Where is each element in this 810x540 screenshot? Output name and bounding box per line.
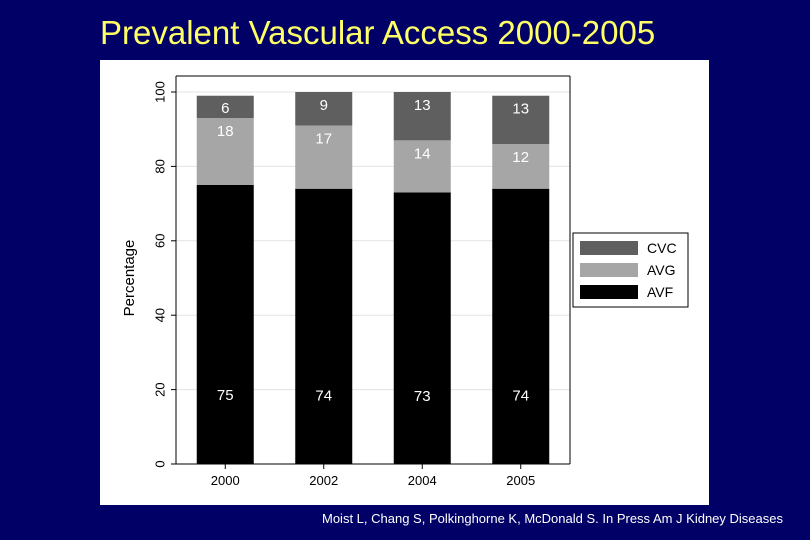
data-label: 74: [315, 387, 332, 404]
y-tick-label: 20: [152, 382, 167, 396]
data-label: 6: [221, 100, 229, 117]
x-tick-label: 2005: [506, 473, 535, 488]
legend-swatch-avf: [580, 285, 638, 299]
data-label: 17: [315, 130, 332, 147]
legend-label-cvc: CVC: [647, 240, 677, 256]
legend-swatch-cvc: [580, 241, 638, 255]
bar-avf-2002: [295, 188, 353, 464]
y-tick-label: 80: [152, 159, 167, 173]
legend-label-avg: AVG: [647, 262, 676, 278]
x-tick-label: 2002: [309, 473, 338, 488]
bar-avf-2005: [492, 188, 550, 464]
stacked-bar-chart: 75 18 6 74 17 9 73 14 13 74 12 13 2000 2002 2004 2005 0…: [121, 75, 689, 488]
bar-avg-2004: [393, 140, 451, 193]
legend: CVC AVG AVF: [572, 232, 689, 308]
axes: 2000 2002 2004 2005 0 20 40 60 80 100 Percentage: [121, 75, 571, 488]
data-labels: 75 18 6 74 17 9 73 14 13 74 12 13: [217, 97, 529, 405]
y-tick-label: 60: [152, 234, 167, 248]
data-label: 13: [414, 97, 431, 114]
bar-cvc-2004: [393, 92, 451, 141]
bar-avg-2005: [492, 144, 550, 189]
legend-swatch-avg: [580, 263, 638, 277]
y-tick-label: 40: [152, 308, 167, 322]
bar-avf-2004: [393, 192, 451, 464]
chart-panel: 75 18 6 74 17 9 73 14 13 74 12 13 2000 2002 2004 2005 0…: [100, 60, 709, 505]
data-label: 18: [217, 123, 234, 140]
bar-avg-2002: [295, 125, 353, 189]
bar-cvc-2005: [492, 95, 550, 145]
bar-cvc-2000: [196, 95, 254, 119]
y-tick-label: 0: [152, 460, 167, 467]
citation: Moist L, Chang S, Polkinghorne K, McDona…: [322, 511, 783, 526]
slide-title: Prevalent Vascular Access 2000-2005: [100, 14, 656, 51]
x-tick-label: 2000: [211, 473, 240, 488]
y-tick-label: 100: [152, 81, 167, 103]
bars: [196, 92, 550, 464]
data-label: 9: [320, 97, 328, 114]
bar-avf-2000: [196, 185, 254, 464]
data-label: 14: [414, 145, 431, 162]
bar-avg-2000: [196, 118, 254, 185]
data-label: 13: [512, 101, 529, 118]
bar-cvc-2002: [295, 92, 353, 126]
data-label: 74: [512, 387, 529, 404]
y-axis-title: Percentage: [121, 240, 138, 317]
x-tick-label: 2004: [408, 473, 437, 488]
data-label: 73: [414, 388, 431, 405]
data-label: 12: [512, 149, 529, 166]
data-label: 75: [217, 387, 234, 404]
legend-label-avf: AVF: [647, 284, 673, 300]
